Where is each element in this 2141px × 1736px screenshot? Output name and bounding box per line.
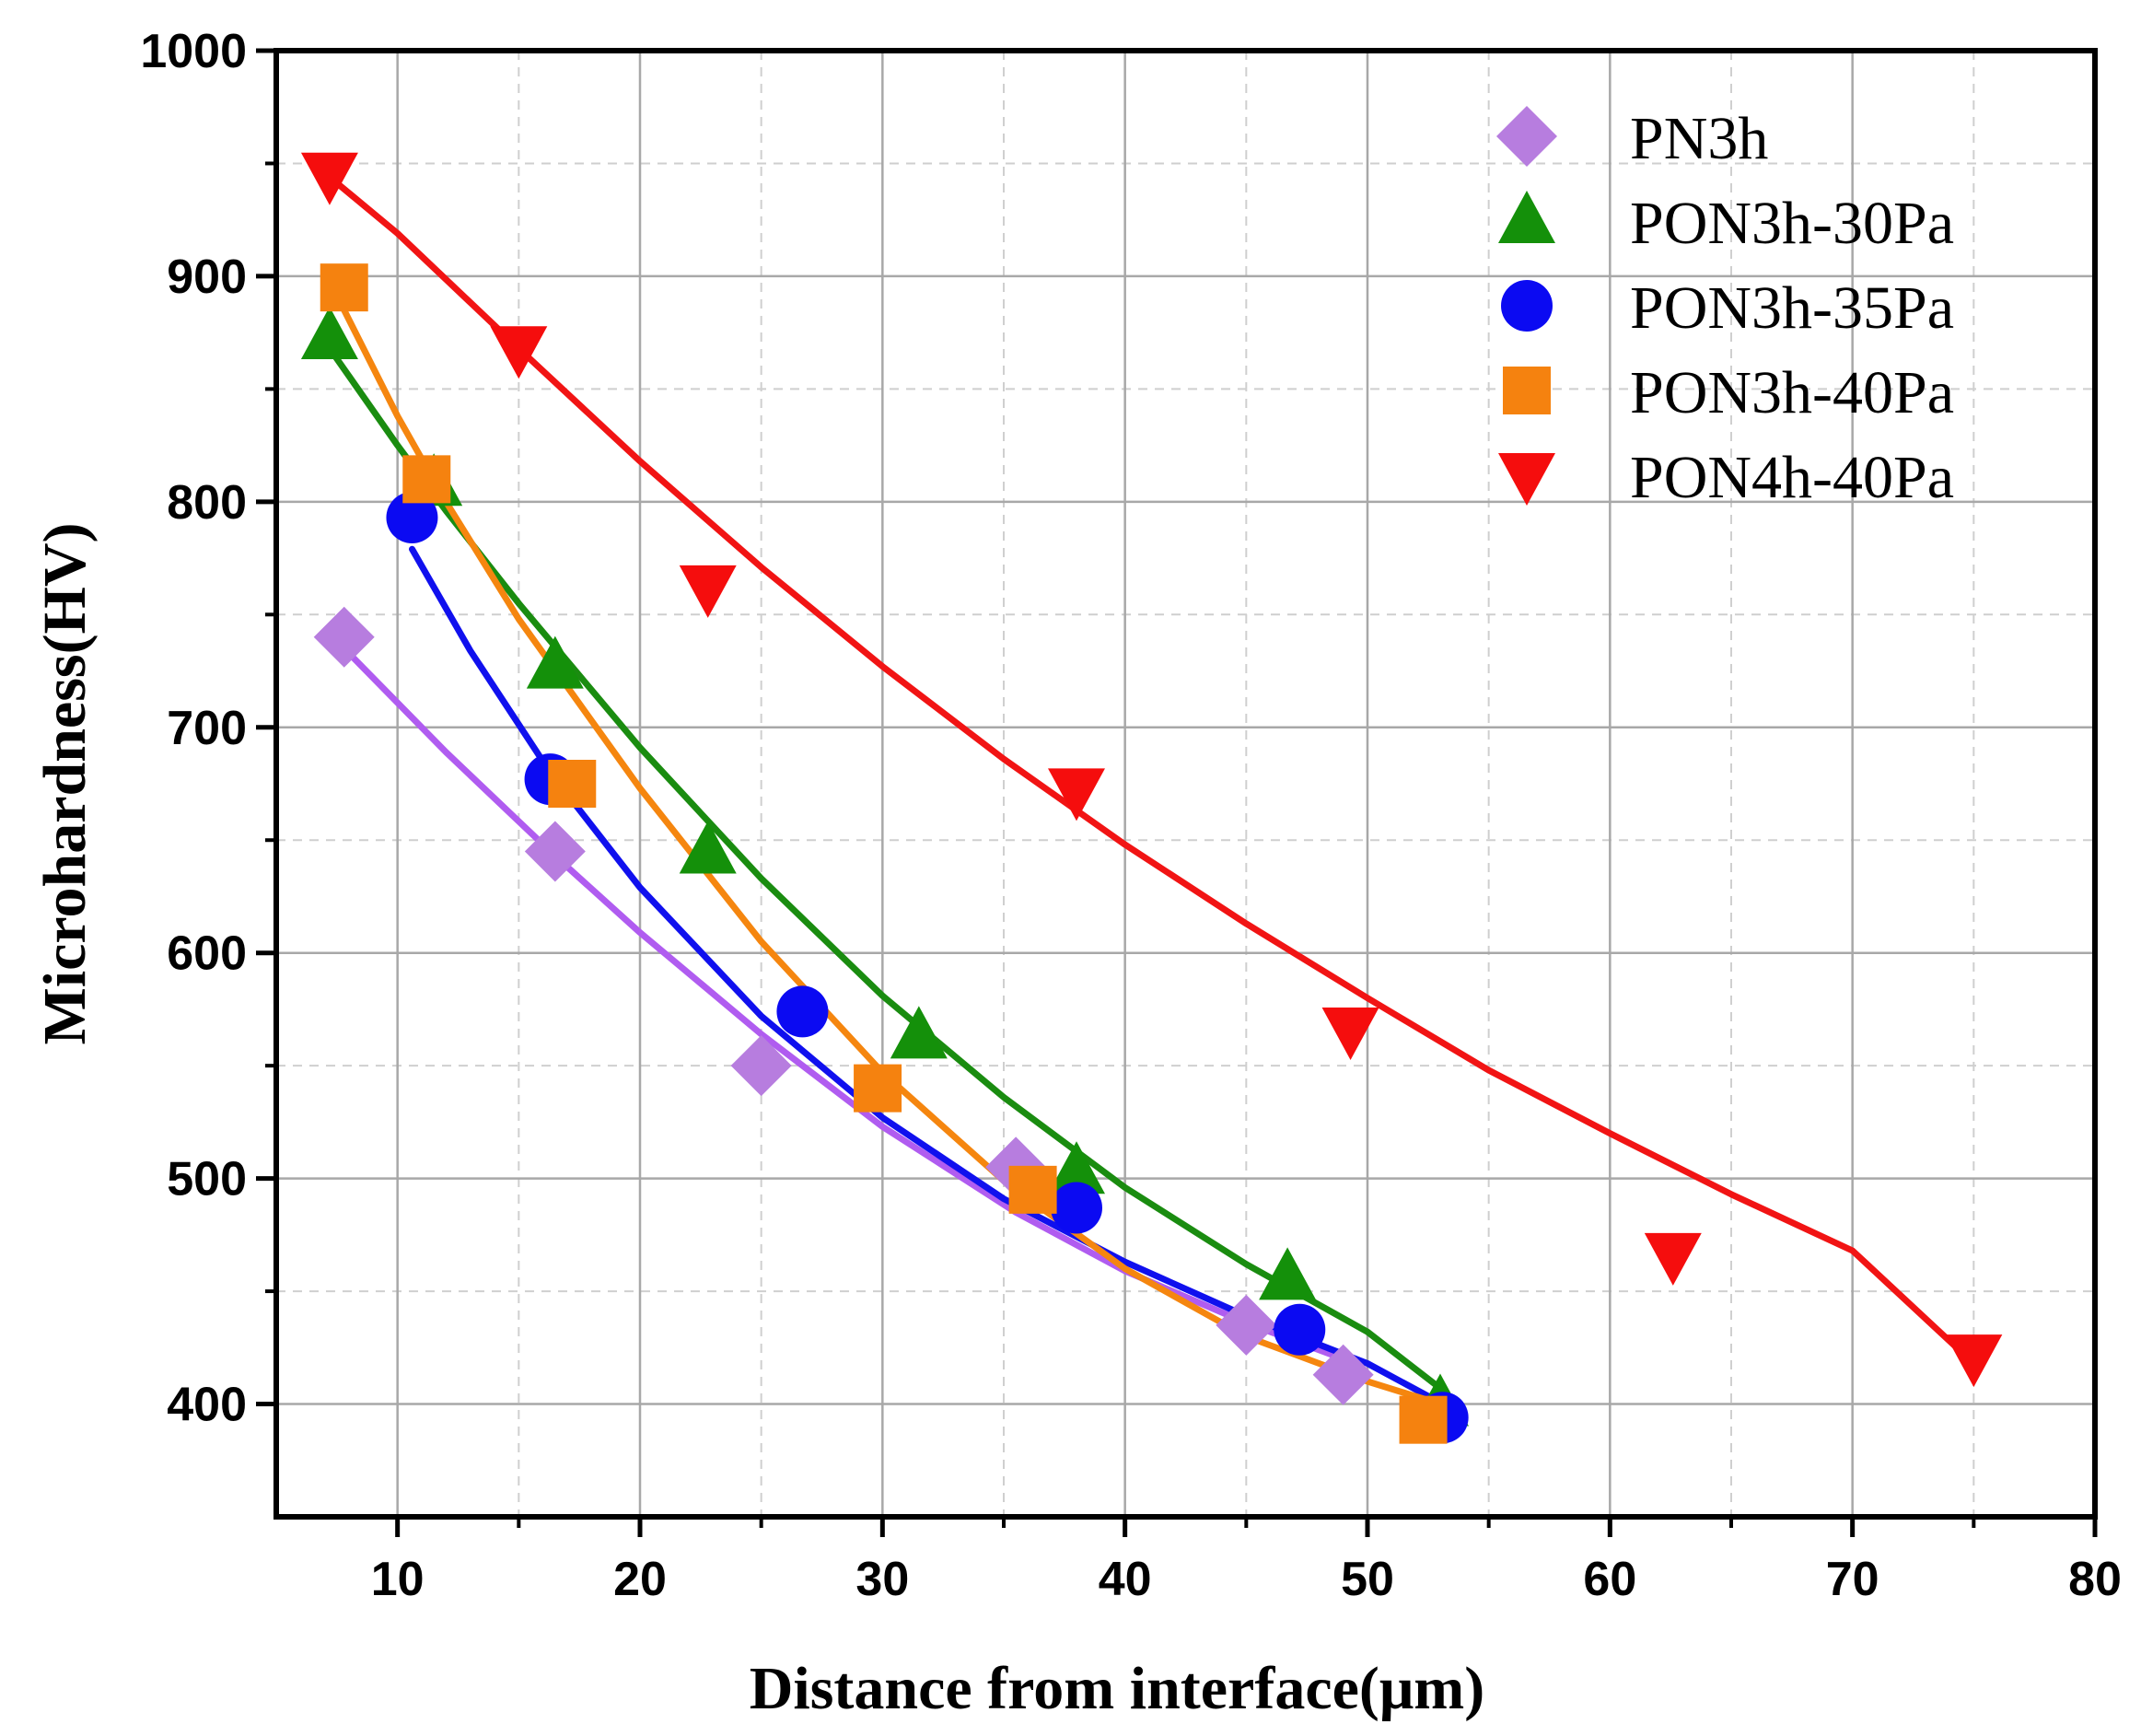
x-tick-label: 40 xyxy=(1099,1553,1152,1606)
data-point-pon3h-40pa xyxy=(548,760,597,808)
data-point-pon3h-40pa xyxy=(402,455,451,504)
data-point-pon3h-30pa xyxy=(679,821,737,874)
data-point-pon3h-30pa xyxy=(890,1006,948,1059)
data-point-pon3h-40pa xyxy=(320,263,368,312)
axis-ticks: 10 20 30 40 50 60 70 80 400 500 600 700 800 900 1000 xyxy=(140,25,2122,1606)
legend-marker-pon3h-40pa xyxy=(1503,367,1551,414)
legend-marker-pon3h-30pa xyxy=(1498,191,1555,243)
fit-curve-pn3h xyxy=(341,645,1347,1363)
legend-label-pon3h-35pa: PON3h-35Pa xyxy=(1630,274,1954,342)
data-point-pn3h xyxy=(1312,1344,1374,1405)
x-axis-title: Distance from interface(μm) xyxy=(750,1655,1485,1722)
data-point-pon3h-40pa xyxy=(1399,1395,1448,1444)
y-tick-label: 500 xyxy=(167,1153,247,1206)
data-point-pn3h xyxy=(524,821,586,882)
x-tick-label: 70 xyxy=(1826,1553,1879,1606)
data-point-pon3h-35pa xyxy=(1274,1303,1326,1356)
data-point-pon3h-30pa xyxy=(526,635,584,689)
data-point-pon3h-40pa xyxy=(1008,1165,1057,1214)
x-tick-label: 50 xyxy=(1341,1553,1394,1606)
legend-label-pon3h-40pa: PON3h-40Pa xyxy=(1630,359,1954,426)
y-tick-label: 400 xyxy=(167,1379,247,1432)
data-point-pon4h-40pa xyxy=(1048,768,1105,821)
legend-label-pon4h-40pa: PON4h-40Pa xyxy=(1630,444,1954,511)
data-point-pon3h-30pa xyxy=(1048,1141,1105,1194)
data-point-pn3h xyxy=(730,1035,792,1097)
legend-marker-pon4h-40pa xyxy=(1498,453,1555,506)
y-tick-label: 700 xyxy=(167,702,247,755)
legend-label-pn3h: PN3h xyxy=(1630,105,1768,172)
data-point-pon3h-40pa xyxy=(854,1064,902,1113)
data-point-pon3h-35pa xyxy=(1051,1182,1102,1234)
fit-curve-pon4h-40pa xyxy=(326,173,1977,1367)
x-tick-label: 60 xyxy=(1583,1553,1636,1606)
y-tick-label: 900 xyxy=(167,250,247,304)
data-point-pon4h-40pa xyxy=(1945,1334,2003,1388)
data-markers xyxy=(300,152,2003,1444)
x-tick-label: 80 xyxy=(2068,1553,2122,1606)
data-point-pon3h-30pa xyxy=(1259,1247,1317,1300)
data-point-pon4h-40pa xyxy=(1321,1007,1379,1060)
data-point-pon3h-35pa xyxy=(386,491,438,543)
legend-label-pon3h-30pa: PON3h-30Pa xyxy=(1630,190,1954,257)
y-tick-label: 600 xyxy=(167,927,247,981)
data-point-pn3h xyxy=(1216,1294,1277,1356)
legend: PN3h PON3h-30Pa PON3h-35Pa PON3h-40Pa PON4h-… xyxy=(1496,105,1954,511)
legend-marker-pon3h-35pa xyxy=(1501,280,1553,332)
x-tick-label: 20 xyxy=(613,1553,667,1606)
y-tick-label: 1000 xyxy=(140,25,247,78)
plot-frame xyxy=(273,48,2098,1520)
data-point-pon3h-35pa xyxy=(776,985,829,1038)
data-point-pon4h-40pa xyxy=(490,326,548,379)
x-tick-label: 10 xyxy=(371,1553,425,1606)
x-tick-label: 30 xyxy=(855,1553,909,1606)
y-tick-label: 800 xyxy=(167,476,247,530)
data-point-pn3h xyxy=(313,606,375,668)
data-point-pon3h-30pa xyxy=(300,307,358,360)
data-point-pon4h-40pa xyxy=(679,565,737,618)
y-axis-title: Microhardness(HV) xyxy=(31,522,99,1044)
legend-marker-pn3h xyxy=(1496,106,1557,167)
data-point-pon4h-40pa xyxy=(300,152,358,205)
data-point-pon4h-40pa xyxy=(1644,1232,1702,1286)
